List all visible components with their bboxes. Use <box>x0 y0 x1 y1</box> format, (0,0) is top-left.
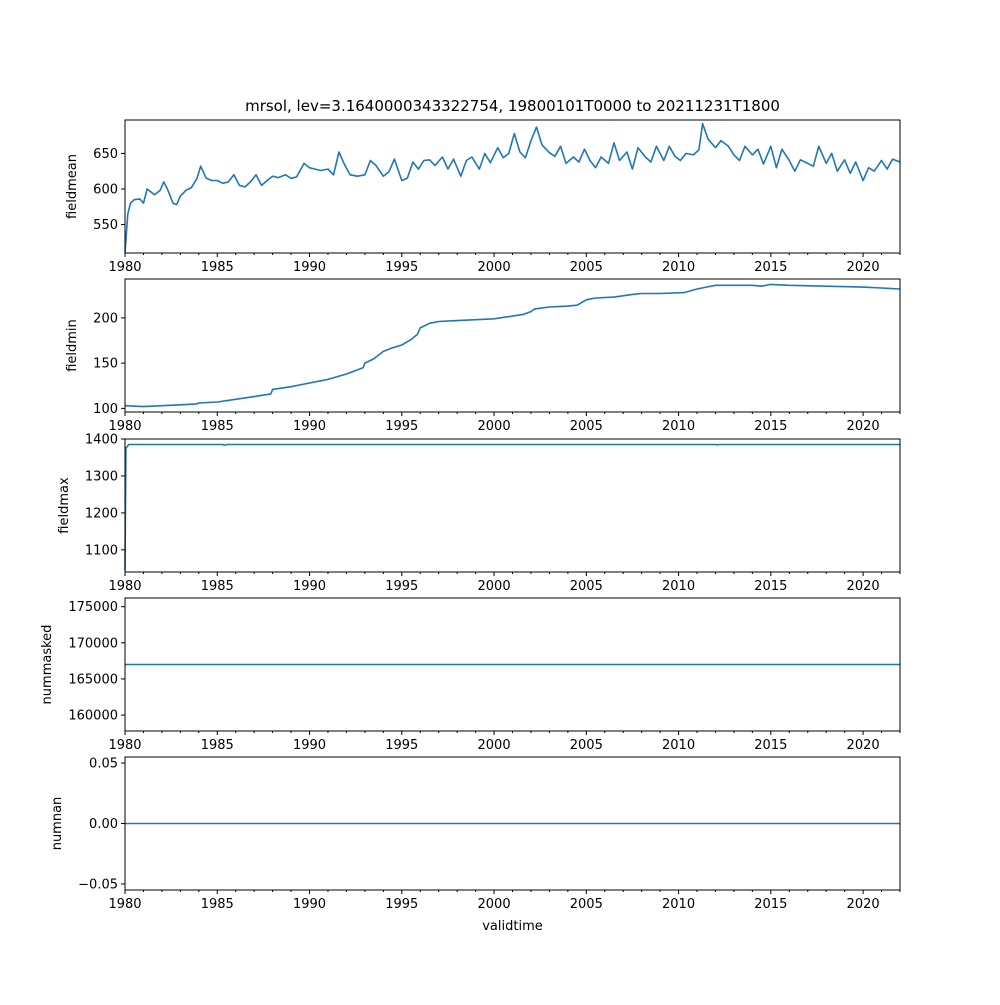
fieldmin-x-tick-label: 1985 <box>201 419 234 434</box>
panel-numnan: 1980 1985 1990 1995 2000 2005 2010 2015 2020 −0.0… <box>50 756 901 912</box>
fieldmax-y-tick-label: 1100 <box>85 543 118 558</box>
fieldmean-x-tick-label: 2015 <box>754 260 787 275</box>
panel-fieldmax: 1980 1985 1990 1995 2000 2005 2010 2015 2020 1100… <box>57 433 901 594</box>
fieldmin-series-line <box>124 283 901 408</box>
fieldmax-axes-frame <box>124 438 901 573</box>
fieldmax-y-tick-label: 1200 <box>85 506 118 521</box>
fieldmin-y-tick-label: 100 <box>93 402 118 417</box>
numnan-x-tick-label: 2000 <box>478 897 511 912</box>
fieldmax-x-tick-label: 2015 <box>754 579 787 594</box>
fieldmean-x-tick-label: 1980 <box>108 260 141 275</box>
numnan-x-tick-label: 1985 <box>201 897 234 912</box>
fieldmin-x-tick-label: 1990 <box>293 419 326 434</box>
nummasked-y-tick-label: 160000 <box>68 709 118 724</box>
fieldmin-x-tick-label: 2000 <box>478 419 511 434</box>
fieldmean-x-tick-label: 2000 <box>478 260 511 275</box>
fieldmax-x-tick-label: 1980 <box>108 579 141 594</box>
fieldmean-x-tick-label: 2005 <box>570 260 603 275</box>
fieldmin-x-tick-label: 2020 <box>847 419 880 434</box>
panel-fieldmean: 1980 1985 1990 1995 2000 2005 2010 2015 2020 550 6… <box>65 119 901 275</box>
fieldmin-x-tick-label: 1980 <box>108 419 141 434</box>
fieldmean-y-tick-label: 550 <box>93 218 118 233</box>
fieldmin-x-tick-label: 2005 <box>570 419 603 434</box>
numnan-y-tick-label: 0.00 <box>89 817 118 832</box>
fieldmean-y-axis-label: fieldmean <box>65 154 80 219</box>
numnan-x-tick-label: 2010 <box>662 897 695 912</box>
fieldmax-y-tick-label: 1300 <box>85 469 118 484</box>
fieldmax-x-tick-label: 2020 <box>847 579 880 594</box>
fieldmin-y-tick-label: 150 <box>93 357 118 372</box>
fieldmin-x-tick-label: 2010 <box>662 419 695 434</box>
fieldmax-x-tick-label: 2005 <box>570 579 603 594</box>
fieldmean-x-tick-label: 1995 <box>385 260 418 275</box>
numnan-x-tick-label: 1990 <box>293 897 326 912</box>
fieldmin-y-tick-label: 200 <box>93 311 118 326</box>
fieldmean-y-tick-label: 650 <box>93 147 118 162</box>
fieldmax-x-tick-label: 2010 <box>662 579 695 594</box>
numnan-y-axis-label: numnan <box>50 797 65 851</box>
fieldmax-y-tick-label: 1400 <box>85 433 118 448</box>
nummasked-x-tick-label: 2005 <box>570 738 603 753</box>
fieldmax-x-tick-label: 1990 <box>293 579 326 594</box>
fieldmax-x-tick-label: 2000 <box>478 579 511 594</box>
nummasked-y-axis-label: nummasked <box>40 625 55 705</box>
fieldmax-y-axis-label: fieldmax <box>57 477 72 534</box>
numnan-x-tick-label: 1995 <box>385 897 418 912</box>
nummasked-x-tick-label: 2015 <box>754 738 787 753</box>
numnan-x-tick-label: 2005 <box>570 897 603 912</box>
fieldmin-x-tick-label: 1995 <box>385 419 418 434</box>
chart-title: mrsol, lev=3.1640000343322754, 19800101T… <box>245 97 780 115</box>
panels: 1980 1985 1990 1995 2000 2005 2010 2015 2020 550 6… <box>40 119 901 912</box>
numnan-y-tick-label: 0.05 <box>89 757 118 772</box>
nummasked-x-tick-label: 2020 <box>847 738 880 753</box>
nummasked-y-tick-label: 165000 <box>68 672 118 687</box>
panel-nummasked: 1980 1985 1990 1995 2000 2005 2010 2015 2020 1600… <box>40 597 901 753</box>
fieldmean-x-tick-label: 2010 <box>662 260 695 275</box>
fieldmin-x-tick-label: 2015 <box>754 419 787 434</box>
fieldmax-series-line <box>124 443 900 571</box>
fieldmin-axes-frame <box>124 278 901 413</box>
nummasked-y-tick-label: 170000 <box>68 636 118 651</box>
nummasked-x-tick-label: 1995 <box>385 738 418 753</box>
fieldmin-y-axis-label: fieldmin <box>65 319 80 372</box>
x-axis-label: validtime <box>482 919 543 934</box>
panel-fieldmin: 1980 1985 1990 1995 2000 2005 2010 2015 2020 100 1… <box>65 278 901 434</box>
fieldmean-x-tick-label: 1990 <box>293 260 326 275</box>
nummasked-x-tick-label: 1985 <box>201 738 234 753</box>
nummasked-y-tick-label: 175000 <box>68 600 118 615</box>
fieldmean-series-line <box>124 122 901 253</box>
nummasked-x-tick-label: 2000 <box>478 738 511 753</box>
numnan-x-tick-label: 2020 <box>847 897 880 912</box>
fieldmean-x-tick-label: 2020 <box>847 260 880 275</box>
nummasked-x-tick-label: 1980 <box>108 738 141 753</box>
fieldmean-y-tick-label: 600 <box>93 182 118 197</box>
fieldmax-x-tick-label: 1995 <box>385 579 418 594</box>
nummasked-x-tick-label: 1990 <box>293 738 326 753</box>
fieldmax-x-tick-label: 1985 <box>201 579 234 594</box>
numnan-x-tick-label: 2015 <box>754 897 787 912</box>
numnan-x-tick-label: 1980 <box>108 897 141 912</box>
fieldmean-x-tick-label: 1985 <box>201 260 234 275</box>
nummasked-x-tick-label: 2010 <box>662 738 695 753</box>
numnan-y-tick-label: −0.05 <box>78 877 118 892</box>
